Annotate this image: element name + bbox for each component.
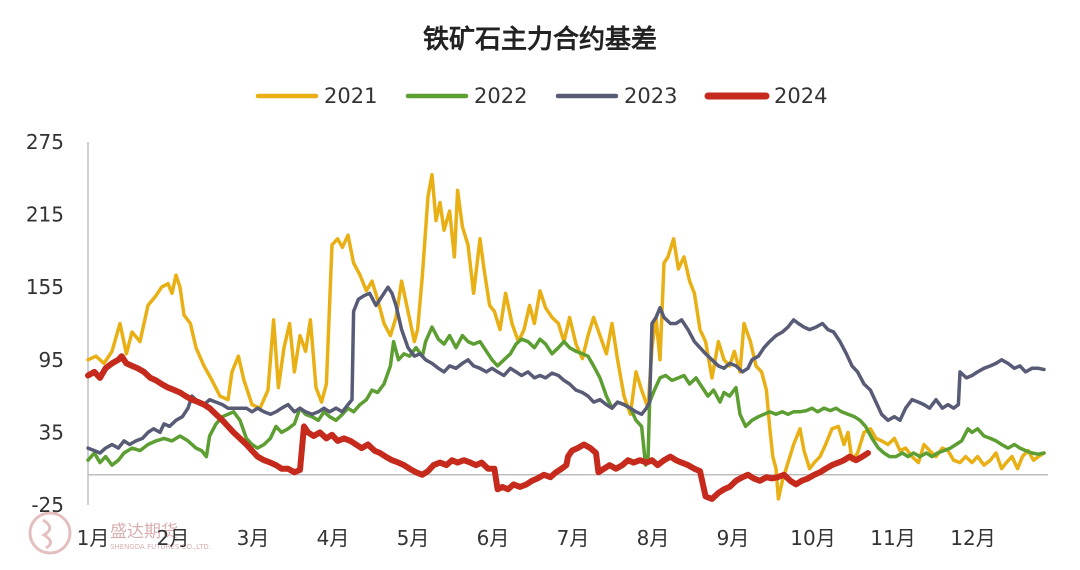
watermark-subtext: SHENGDA FUTURES CO.,LTD. <box>110 543 211 551</box>
x-tick-label: 12月 <box>950 526 995 550</box>
x-tick-label: 5月 <box>397 526 430 550</box>
watermark-logo-mark <box>41 518 52 550</box>
legend-label-2024: 2024 <box>774 84 827 108</box>
x-axis-ticks: 1月 2月 3月 4月 5月 6月 7月 8月 9月 10月 11月 12月 <box>77 526 996 550</box>
x-tick-label: 3月 <box>237 526 270 550</box>
series-group <box>85 172 1046 502</box>
axes <box>87 142 1048 505</box>
x-tick-label: 2月 <box>157 526 190 550</box>
y-tick-label: 35 <box>39 420 64 444</box>
watermark-logo-icon <box>28 511 72 555</box>
legend-label-2023: 2023 <box>624 84 677 108</box>
x-tick-label: 11月 <box>870 526 915 550</box>
y-tick-label: 155 <box>26 275 64 299</box>
y-tick-label: -25 <box>31 493 64 517</box>
series-line-2022 <box>86 325 1046 467</box>
y-tick-label: 95 <box>39 348 64 372</box>
y-tick-label: 215 <box>26 203 64 227</box>
x-tick-label: 9月 <box>717 526 750 550</box>
x-tick-label: 7月 <box>557 526 590 550</box>
x-tick-label: 1月 <box>77 526 110 550</box>
legend-label-2021: 2021 <box>324 84 377 108</box>
y-axis-ticks: 275 215 155 95 35 -25 <box>26 130 64 517</box>
x-tick-label: 6月 <box>477 526 510 550</box>
legend-label-2022: 2022 <box>474 84 527 108</box>
watermark-text: 盛达期货 <box>110 522 178 542</box>
x-tick-label: 4月 <box>317 526 350 550</box>
series-line-2021 <box>86 172 1046 501</box>
y-tick-label: 275 <box>26 130 64 154</box>
chart-title: 铁矿石主力合约基差 <box>423 24 657 55</box>
watermark: 盛达期货 SHENGDA FUTURES CO.,LTD. <box>28 511 211 555</box>
series-line-2023 <box>86 285 1046 455</box>
x-tick-label: 10月 <box>790 526 835 550</box>
series-line-2024 <box>85 353 871 502</box>
legend: 2021 2022 2023 2024 <box>255 84 827 108</box>
x-tick-label: 8月 <box>637 526 670 550</box>
